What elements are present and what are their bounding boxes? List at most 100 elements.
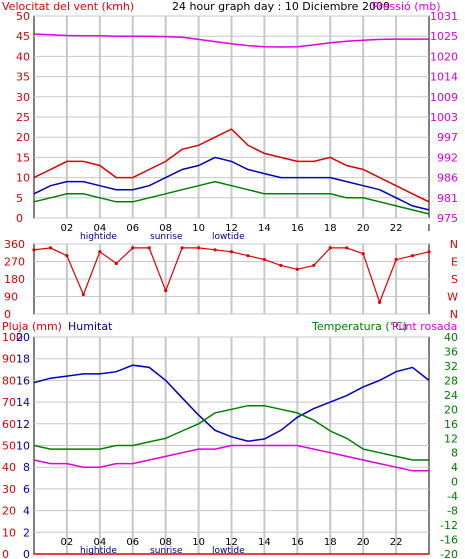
wind-speed-ticks: 0 5 10 15 20 25 30 35 40 45 50 [16, 10, 30, 225]
hour-tick-label: 04 [93, 223, 106, 234]
right-tick-label: -4 [447, 490, 458, 503]
wind-direction-point [378, 300, 382, 304]
humidity-line [33, 364, 430, 442]
wind-direction-point [295, 267, 299, 271]
hour-tick-label: 12 [225, 537, 238, 548]
wind-direction-point [114, 261, 118, 266]
wind-direction-point [328, 246, 332, 250]
right-tick-label: 4 [451, 461, 458, 474]
wind-direction-point [98, 250, 102, 254]
hour-tick-label: I [428, 223, 431, 234]
right-tick-label: W [447, 291, 458, 304]
right-tick-label: 8 [451, 447, 458, 460]
right-tick-label: 0 [451, 476, 458, 489]
left2-tick-label: 16 [16, 374, 30, 387]
left2-tick-label: 18 [16, 353, 30, 366]
bottom-event-sunrise: sunrise [150, 546, 183, 556]
right-tick-label: 28 [444, 374, 458, 387]
left-tick-label: 10 [2, 526, 16, 539]
left-tick-label: 0 [16, 212, 23, 225]
humidity-ticks: 0 2 4 6 8 10 12 14 16 18 20 [16, 331, 30, 559]
right-tick-label: -8 [447, 505, 458, 518]
top-event-sunrise: sunrise [150, 232, 183, 242]
left-tick-label: 35 [16, 71, 30, 84]
left-tick-label: 270 [4, 256, 25, 269]
wind-direction-point [279, 263, 283, 267]
right-tick-label: 24 [444, 389, 458, 402]
left-tick-label: 60 [2, 418, 16, 431]
right-tick-label: S [451, 273, 458, 286]
wind-direction-point [147, 246, 151, 250]
right-tick-label: 40 [444, 331, 458, 344]
right-tick-label: 975 [437, 212, 458, 225]
left-tick-label: 20 [16, 131, 30, 144]
wind-direction-point [164, 289, 168, 293]
right-tick-label: 1009 [430, 91, 458, 104]
hour-tick-label: 14 [258, 537, 271, 548]
wind-direction-point [394, 257, 398, 262]
rain-axis-title: Pluja (mm) [2, 320, 62, 333]
wind-direction-point [229, 250, 234, 254]
direction-panel-grid [34, 243, 429, 315]
right-tick-label: -12 [440, 519, 458, 532]
wind-average-line [33, 156, 430, 211]
left-tick-label: 80 [2, 374, 16, 387]
right-tick-label: 20 [444, 403, 458, 416]
right-tick-label: 1014 [430, 71, 458, 84]
hour-tick-label: 20 [357, 223, 370, 234]
top-panel-series [33, 33, 430, 215]
right-tick-label: 997 [437, 131, 458, 144]
left-tick-label: 0 [2, 548, 9, 559]
left-tick-label: 360 [4, 238, 25, 251]
hour-tick-label: 08 [159, 223, 172, 234]
hour-tick-label: 08 [159, 537, 172, 548]
wind-direction-point [213, 248, 217, 252]
wind-direction-point [410, 254, 415, 258]
hour-tick-label: 02 [61, 223, 74, 234]
wind-direction-point [262, 257, 267, 262]
direction-series [32, 246, 431, 305]
right-tick-label: -20 [440, 548, 458, 559]
wind-direction-point [361, 252, 365, 256]
left-tick-label: 100 [2, 331, 23, 344]
humidity-axis-title: Humitat [68, 320, 113, 333]
wind-direction-point [180, 246, 184, 250]
rain-ticks: 0 10 20 30 40 50 60 70 80 90 100 [2, 331, 23, 559]
wind-direction-point [312, 263, 316, 267]
hour-tick-label: 20 [357, 537, 370, 548]
left2-tick-label: 14 [16, 396, 30, 409]
top-event-hightide: hightide [80, 232, 117, 242]
right-tick-label: 992 [437, 151, 458, 164]
right-tick-label: 16 [444, 418, 458, 431]
left-tick-label: 50 [2, 440, 16, 453]
wind-direction-point [131, 246, 135, 250]
wind-gust-line [33, 128, 430, 203]
left2-tick-label: 6 [23, 483, 30, 496]
right-tick-label: 1003 [430, 111, 458, 124]
wind-direction-point [32, 248, 36, 252]
left-tick-label: 45 [16, 30, 30, 43]
hour-tick-label: 16 [291, 537, 304, 548]
left-tick-label: 90 [4, 291, 18, 304]
left-tick-label: 5 [16, 192, 23, 205]
left2-tick-label: 20 [16, 331, 30, 344]
top-event-lowtide: lowtide [212, 232, 245, 242]
wind-direction-point [48, 246, 53, 250]
bottom-panel-series [33, 364, 430, 555]
left2-tick-label: 10 [16, 440, 30, 453]
hour-tick-label: 10 [192, 223, 205, 234]
hour-tick-label: 04 [93, 537, 106, 548]
hour-tick-label: 22 [390, 537, 403, 548]
wind-direction-point [196, 246, 201, 250]
hour-tick-label: 22 [390, 223, 403, 234]
hour-tick-label: 06 [126, 223, 139, 234]
left2-tick-label: 2 [23, 526, 30, 539]
direction-degree-ticks: 0 90 180 270 360 [4, 238, 25, 321]
right-tick-label: 36 [444, 345, 458, 358]
dewpoint-line [33, 444, 429, 472]
right-tick-label: -16 [440, 534, 458, 547]
left-tick-label: 20 [2, 505, 16, 518]
pressure-ticks: 975 981 986 992 997 1003 1009 1014 1020 1025 1031 [430, 10, 458, 225]
